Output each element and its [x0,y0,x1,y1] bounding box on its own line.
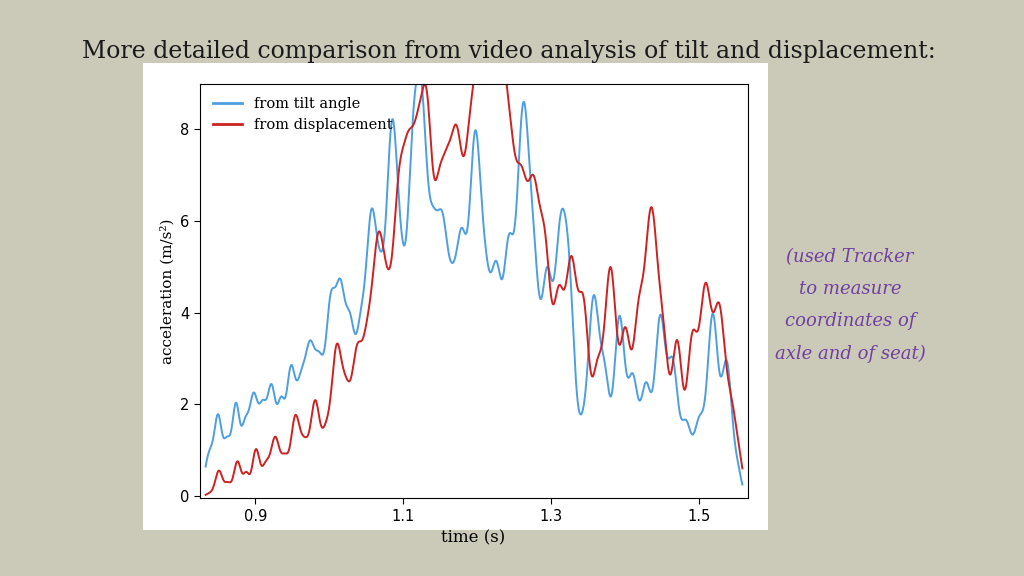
Legend: from tilt angle, from displacement: from tilt angle, from displacement [207,91,398,138]
from displacement [447,123,460,130]
from tilt angle [241,410,253,417]
from displacement [427,169,439,176]
from displacement [241,469,253,476]
from displacement [736,465,749,472]
from tilt angle [200,463,212,470]
Text: (used Tracker
to measure
coordinates of
axle and of seat): (used Tracker to measure coordinates of … [774,248,926,362]
from displacement [263,453,275,460]
from tilt angle [736,481,749,488]
X-axis label: time (s): time (s) [441,529,506,546]
from tilt angle [449,256,461,263]
Line: from displacement: from displacement [206,14,742,495]
from displacement [490,10,503,17]
from tilt angle [413,69,425,75]
from tilt angle [505,230,517,237]
from displacement [200,491,212,498]
Text: More detailed comparison from video analysis of tilt and displacement:: More detailed comparison from video anal… [82,40,936,63]
from tilt angle [428,204,440,211]
from displacement [505,124,517,131]
Y-axis label: acceleration (m/s²): acceleration (m/s²) [160,218,174,363]
from tilt angle [438,222,451,229]
from tilt angle [263,386,275,393]
from displacement [438,150,451,157]
Line: from tilt angle: from tilt angle [206,72,742,484]
